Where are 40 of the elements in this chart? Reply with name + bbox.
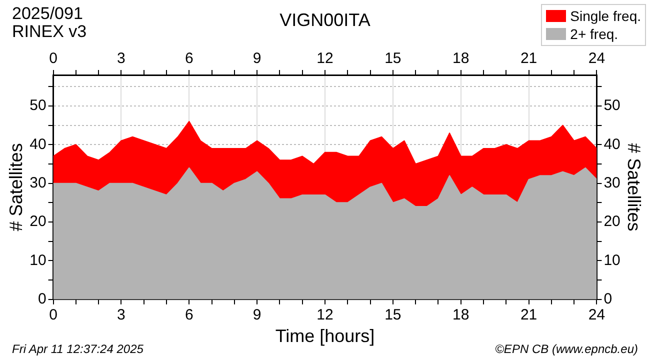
y-tick-label: 20	[30, 213, 46, 230]
y-axis-title: # Satellites	[6, 143, 26, 232]
y-tick-label: 30	[30, 174, 46, 192]
y2-tick-label: 10	[604, 252, 620, 269]
y-tick-label: 10	[30, 252, 46, 269]
x2-tick-label: 18	[452, 50, 470, 68]
y2-tick-label: 50	[604, 97, 620, 114]
y-tick-label: 50	[30, 97, 46, 114]
x-tick-label: 6	[184, 306, 194, 324]
y2-tick-label: 40	[604, 136, 620, 153]
x2-tick-label: 15	[384, 50, 402, 68]
x-tick-label: 12	[316, 306, 334, 324]
x2-tick-label: 12	[316, 50, 334, 68]
y-tick-label: 40	[30, 136, 46, 153]
x2-tick-label: 9	[252, 50, 262, 68]
text: Fri Apr 11 12:37:24 2025	[12, 342, 144, 356]
x-tick-label: 21	[520, 306, 538, 324]
y2-tick-label: 30	[604, 174, 620, 192]
y2-tick-label: 20	[604, 213, 620, 230]
x-tick-label: 9	[252, 306, 262, 324]
x2-tick-label: 6	[184, 50, 194, 68]
x2-tick-label: 0	[49, 50, 58, 68]
y-tick-label: 0	[38, 290, 46, 308]
x2-tick-label: 3	[117, 50, 126, 68]
x-tick-label: 0	[49, 306, 58, 324]
text: 2025/091	[12, 4, 83, 24]
x-axis-title: Time [hours]	[275, 326, 375, 346]
legend-label: Single freq.	[570, 8, 641, 24]
y2-tick-label: 0	[604, 290, 612, 308]
legend-label: 2+ freq.	[570, 26, 618, 42]
x2-tick-label: 24	[588, 50, 606, 68]
y2-axis-title: # Satellites	[624, 143, 644, 232]
x-tick-label: 24	[588, 306, 606, 324]
x-tick-label: 18	[452, 306, 470, 324]
text: RINEX v3	[12, 22, 87, 42]
x-tick-label: 3	[117, 306, 126, 324]
text: ©EPN CB (www.epncb.eu)	[495, 342, 638, 356]
x2-tick-label: 21	[520, 50, 538, 68]
chart-title: VIGN00ITA	[280, 10, 370, 30]
x-tick-label: 15	[384, 306, 402, 324]
